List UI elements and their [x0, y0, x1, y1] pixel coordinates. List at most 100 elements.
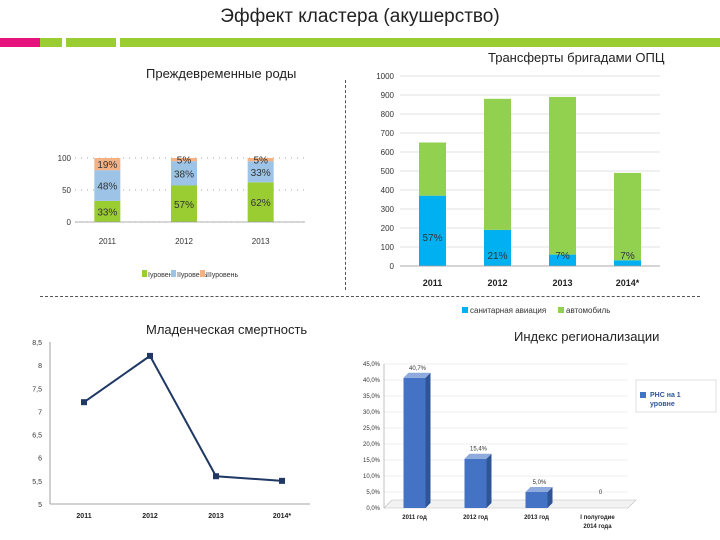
infant-xtick: 2014*	[273, 513, 292, 520]
preterm-bar-label: 57%	[174, 200, 194, 211]
preterm-bar-label: 19%	[97, 160, 117, 171]
transfers-ytick: 800	[381, 110, 395, 119]
regional-legend-swatch	[640, 392, 646, 398]
regional-bar-top	[464, 453, 492, 459]
preterm-xtick: 2012	[175, 237, 193, 246]
divider-horizontal	[40, 296, 700, 297]
preterm-bar-label: 33%	[251, 168, 271, 179]
preterm-ytick: 50	[62, 186, 71, 195]
transfers-legend-swatch	[462, 307, 468, 313]
transfers-ytick: 600	[381, 148, 395, 157]
transfers-bar	[549, 96, 576, 255]
transfers-ytick: 200	[381, 224, 395, 233]
infant-xtick: 2013	[208, 513, 224, 520]
regional-value-label: 0	[599, 490, 603, 496]
transfers-ytick: 700	[381, 129, 395, 138]
preterm-bar	[94, 170, 121, 201]
regional-bar	[464, 458, 487, 508]
regional-value-label: 40,7%	[409, 366, 427, 372]
transfers-ytick: 400	[381, 186, 395, 195]
regional-ytick: 20,0%	[363, 442, 381, 448]
regional-ytick: 25,0%	[363, 426, 381, 432]
preterm-legend-swatch	[200, 270, 205, 277]
infant-ytick: 6	[38, 456, 42, 463]
transfers-bar-label: 7%	[620, 251, 635, 262]
regional-ytick: 0,0%	[366, 506, 380, 512]
transfers-bar	[484, 98, 511, 230]
infant-chart-title: Младенческая смертность	[146, 322, 308, 337]
preterm-bar	[171, 158, 197, 162]
regional-ytick: 10,0%	[363, 474, 381, 480]
transfers-bar-label: 7%	[555, 251, 570, 262]
preterm-bar	[247, 158, 274, 162]
preterm-bar-label: 33%	[97, 207, 117, 218]
infant-ytick: 7,5	[32, 386, 42, 393]
transfers-ytick: 1000	[376, 72, 394, 81]
preterm-bar	[94, 200, 121, 222]
stripe-green-3	[120, 38, 720, 47]
infant-ytick: 7	[38, 409, 42, 416]
transfers-bar	[419, 142, 446, 196]
transfers-bar	[484, 229, 511, 266]
infant-point	[213, 473, 219, 480]
preterm-ytick: 0	[67, 218, 72, 227]
stripe-green-1	[40, 38, 62, 47]
regional-bar-side	[425, 372, 431, 508]
preterm-bar-label: 38%	[174, 169, 194, 180]
transfers-bar-label: 21%	[487, 251, 507, 262]
preterm-bar	[94, 158, 121, 171]
infant-ytick: 5,5	[32, 479, 42, 486]
preterm-bar-label: 5%	[177, 156, 192, 167]
preterm-legend-label: IIуровень	[177, 272, 207, 279]
regional-bar	[525, 492, 548, 508]
preterm-legend-swatch	[142, 270, 147, 277]
transfers-bar	[614, 260, 641, 266]
infant-xtick: 2012	[142, 513, 158, 520]
transfers-ytick: 300	[381, 205, 395, 214]
regional-bar-side	[486, 453, 492, 508]
preterm-bar	[247, 182, 274, 222]
transfers-bar	[614, 172, 641, 261]
preterm-bar	[171, 161, 197, 186]
transfers-chart-title: Трансферты бригадами ОПЦ	[488, 50, 665, 65]
regional-bar-side	[547, 487, 553, 508]
preterm-bar-label: 5%	[253, 156, 268, 167]
transfers-bar	[549, 254, 576, 266]
preterm-ytick: 100	[58, 154, 72, 163]
regional-bar-top	[525, 487, 553, 492]
regional-legend-label: РНС на 1	[650, 392, 681, 399]
preterm-bar	[171, 185, 197, 222]
transfers-bar-label: 57%	[422, 233, 442, 244]
infant-xtick: 2011	[76, 513, 91, 520]
regional-xtick: 2011 год	[402, 515, 427, 521]
regional-xtick: I полугодие	[580, 515, 615, 521]
infant-point	[279, 477, 285, 484]
infant-ytick: 8	[38, 363, 42, 370]
regional-legend-box	[635, 379, 717, 413]
regional-bar	[403, 377, 426, 508]
regional-bar-top	[403, 372, 431, 378]
preterm-xtick: 2013	[252, 237, 270, 246]
regional-chart-title: Индекс регионализации	[514, 329, 660, 344]
transfers-ytick: 100	[381, 243, 395, 252]
regional-ytick: 45,0%	[363, 362, 381, 368]
infant-point	[147, 352, 153, 359]
preterm-xtick: 2011	[99, 237, 117, 246]
regional-legend-label-line2: уровне	[650, 401, 675, 408]
regional-xtick: 2013 год	[524, 515, 549, 521]
transfers-legend-swatch	[558, 307, 564, 313]
preterm-legend-swatch	[171, 270, 176, 277]
preterm-legend-label: IIIуровень	[206, 272, 238, 279]
transfers-xtick: 2012	[487, 278, 507, 288]
slide-title: Эффект кластера (акушерство)	[220, 6, 500, 27]
preterm-bar-label: 62%	[251, 198, 271, 209]
stripe-green-2	[66, 38, 116, 47]
divider-vertical	[345, 80, 346, 290]
stripe-pink	[0, 38, 40, 47]
transfers-legend-label: санитарная авиация	[470, 306, 546, 315]
regional-ytick: 35,0%	[363, 394, 381, 400]
